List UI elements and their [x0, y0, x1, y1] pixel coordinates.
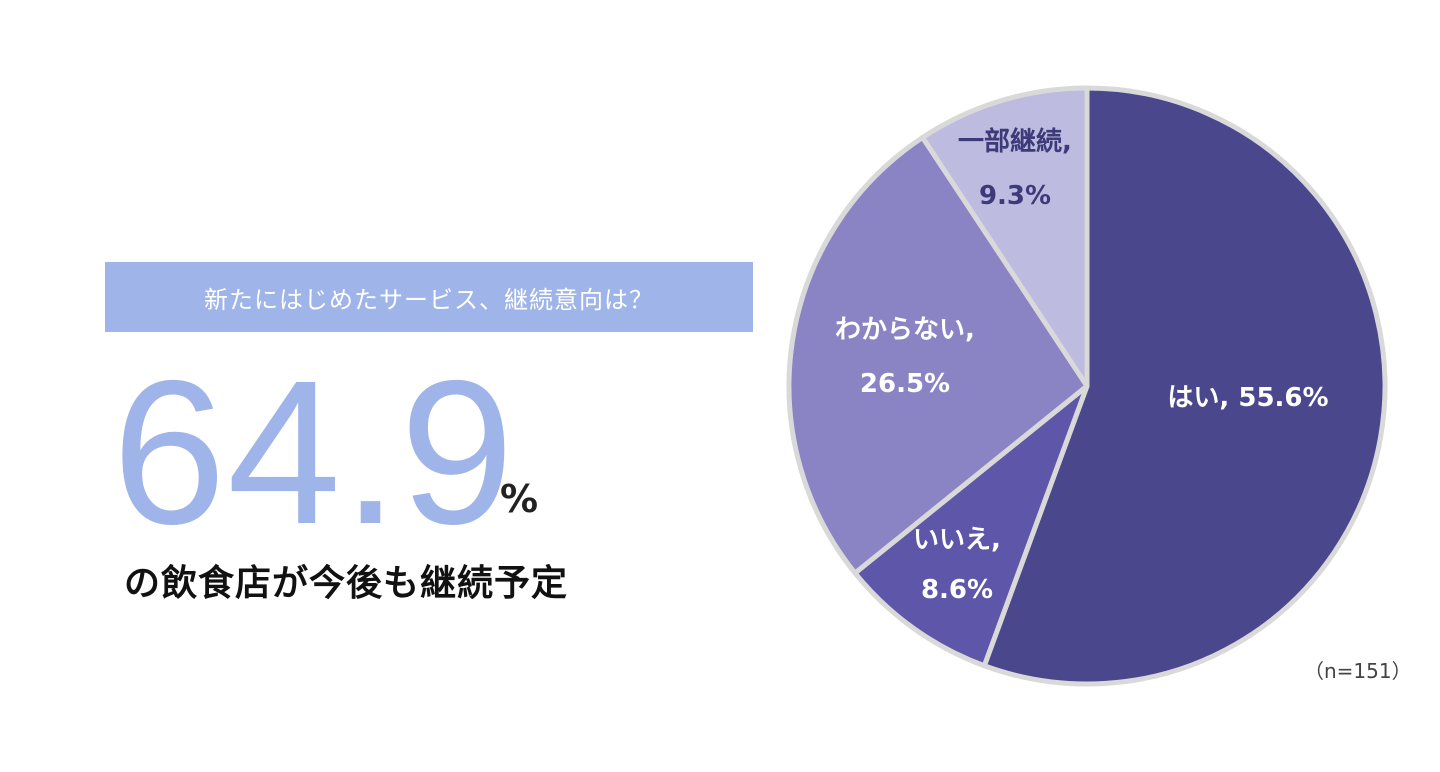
percent-unit: %	[500, 477, 539, 521]
pie-slice-2	[852, 383, 1090, 669]
pie-label-4: 一部継続, 9.3%	[958, 126, 1072, 211]
headline-subtitle: の飲食店が今後も継続予定	[124, 563, 569, 604]
pie-label-3: わからない, 26.5%	[835, 315, 975, 399]
headline-percentage: 64.9	[112, 338, 515, 567]
pie-label-1: はい, 55.6%	[1167, 383, 1328, 413]
pie-slice-1	[981, 85, 1388, 687]
question-banner: 新たにはじめたサービス、継続意向は？	[105, 262, 753, 332]
pie-slice-4	[920, 85, 1090, 389]
pie-label-2: いいえ, 8.6%	[913, 525, 1001, 605]
pie-slice-3	[786, 134, 1090, 576]
sample-size-note: （n=151）	[1304, 659, 1412, 683]
